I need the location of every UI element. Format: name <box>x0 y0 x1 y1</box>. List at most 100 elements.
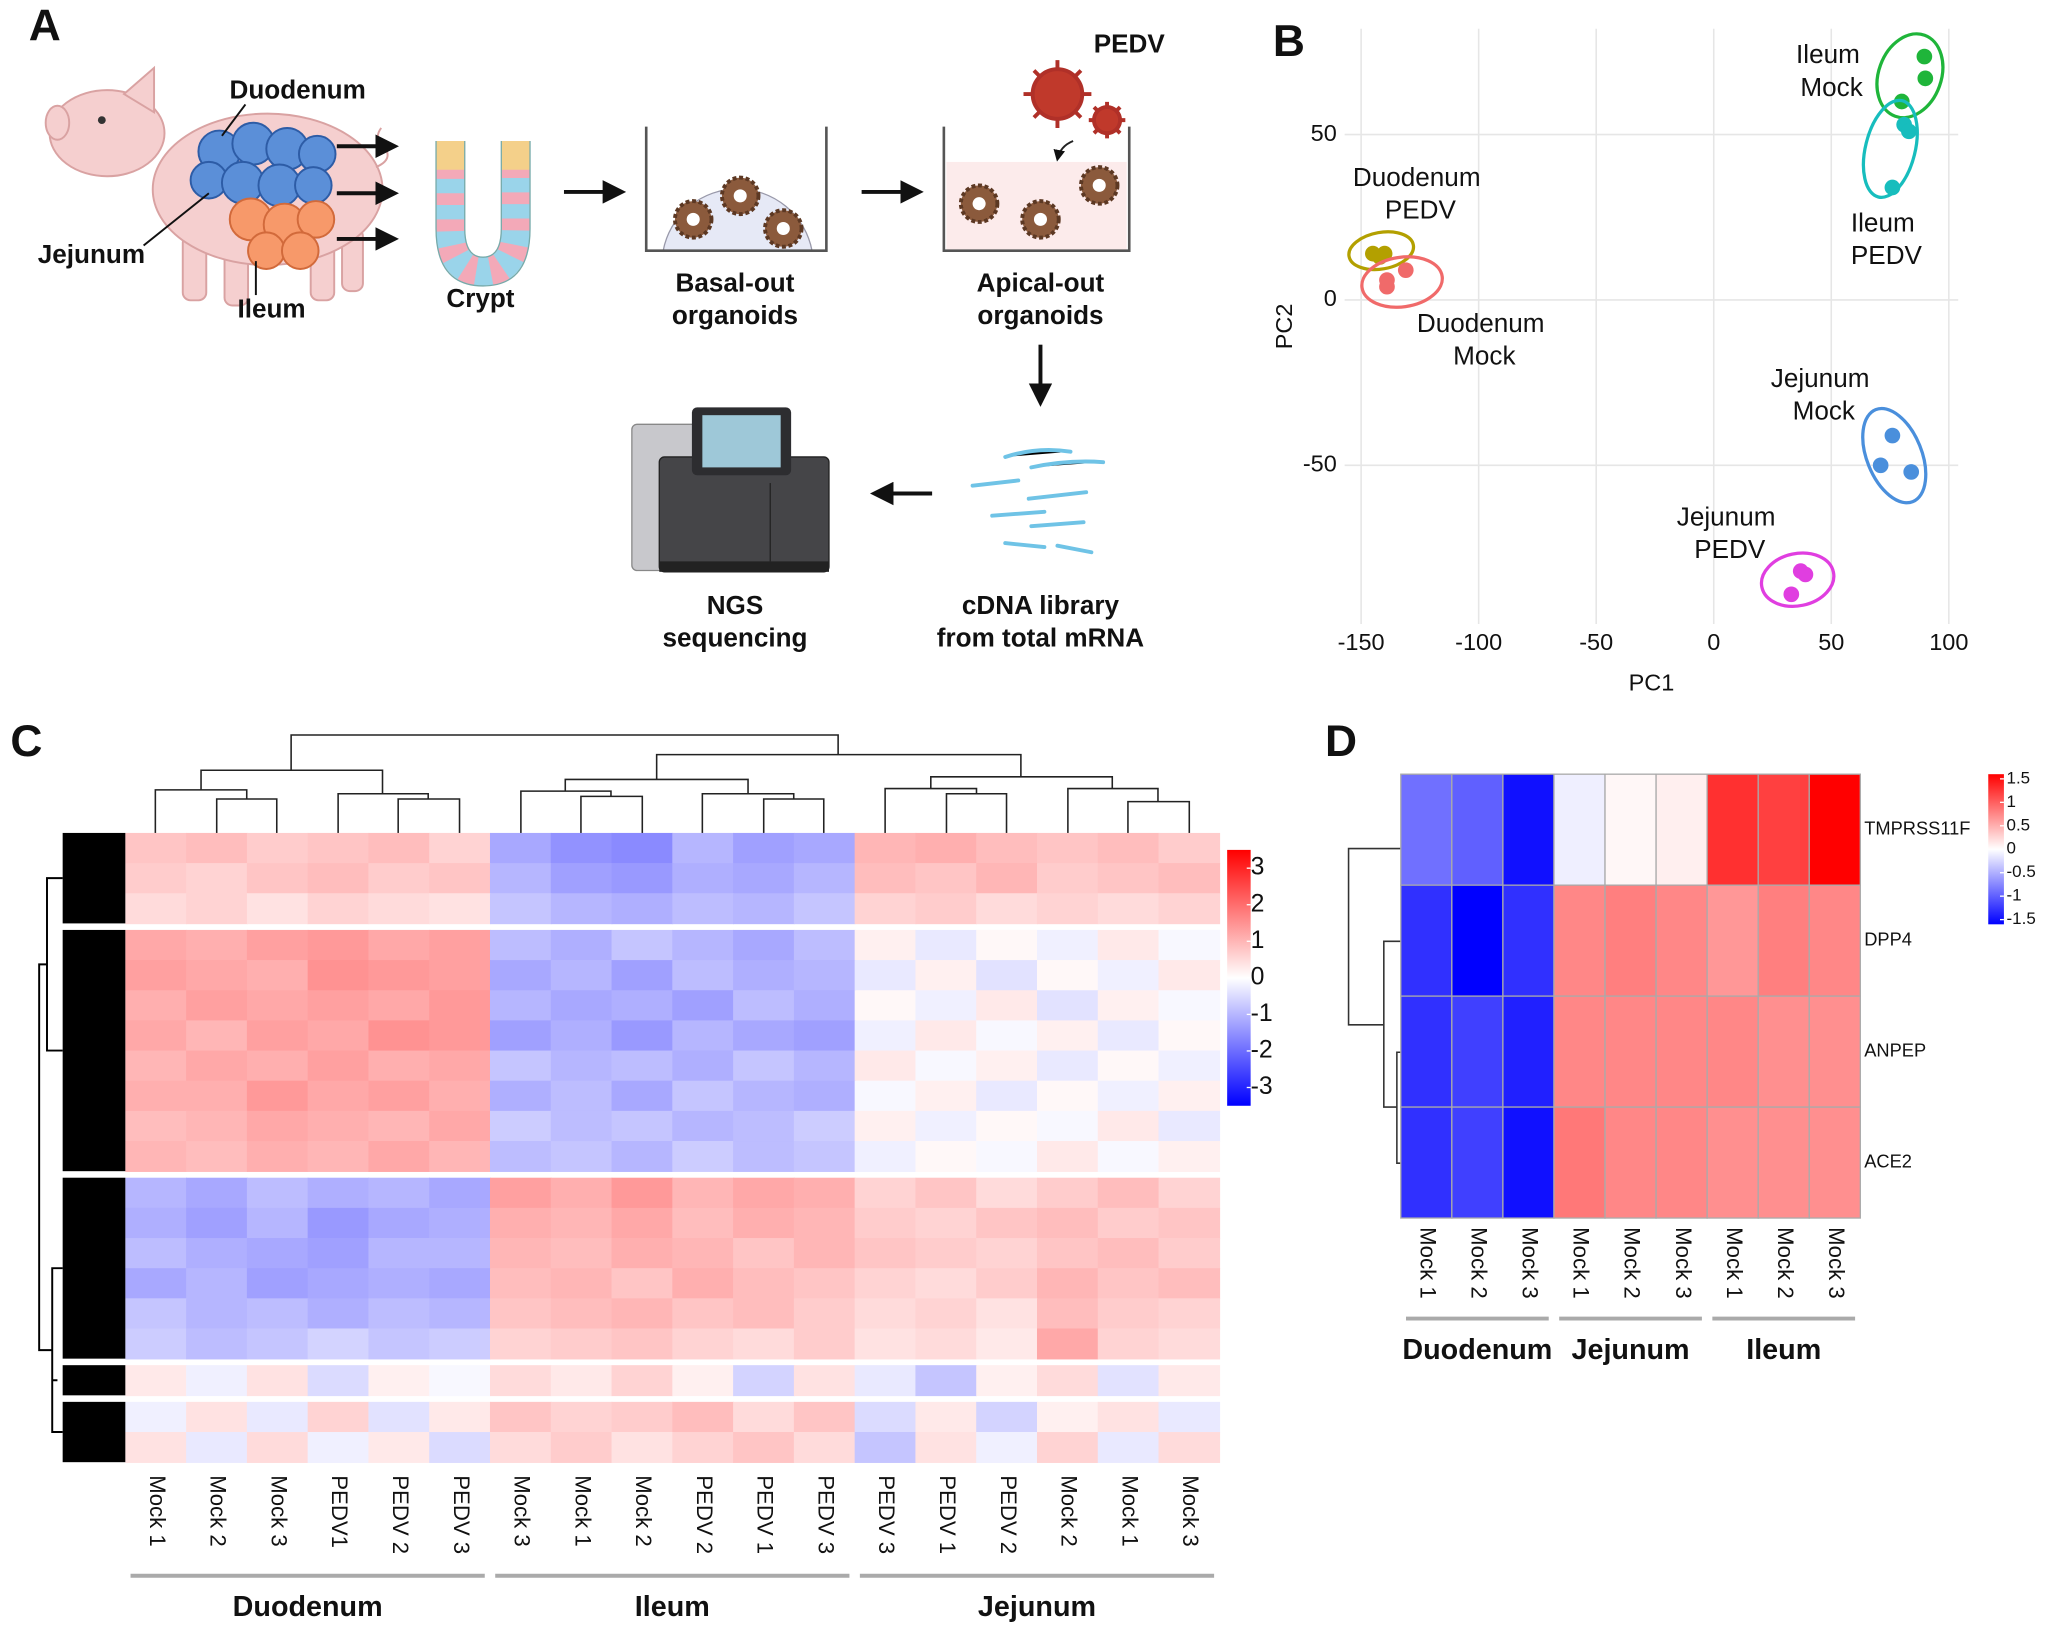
heatmap-cell <box>186 1365 248 1397</box>
schematic-label: cDNA library <box>962 590 1120 620</box>
heatmap-cell <box>733 1207 795 1239</box>
schematic-label: organoids <box>672 300 798 330</box>
heatmap-cell <box>550 1432 613 1463</box>
heatmap-cell <box>1036 1298 1099 1330</box>
heatmap-cell <box>1502 884 1555 997</box>
heatmap-cell <box>246 1207 309 1239</box>
heatmap-cell <box>1097 1238 1160 1269</box>
heatmap-cell <box>1097 1268 1160 1300</box>
row-dendrogram-leaves <box>62 832 126 924</box>
heatmap-cell <box>976 990 1038 1022</box>
heatmap-cell <box>429 929 491 961</box>
column-label: PEDV 3 <box>449 1475 474 1554</box>
heatmap-cell <box>125 1298 187 1330</box>
heatmap-cell <box>915 1365 977 1397</box>
heatmap-cell <box>550 832 613 864</box>
heatmap-cell <box>186 1141 248 1172</box>
heatmap-cell <box>611 1432 674 1463</box>
row-dendrogram-leaves <box>62 929 126 1172</box>
heatmap-cell <box>733 893 795 925</box>
heatmap-cell <box>672 990 734 1022</box>
column-label: PEDV 2 <box>692 1475 717 1554</box>
heatmap-cell <box>733 1268 795 1300</box>
heatmap-cell <box>550 1050 613 1082</box>
heatmap-cell <box>368 832 430 864</box>
heatmap-cell <box>733 1177 795 1209</box>
heatmap-cell <box>307 990 370 1022</box>
heatmap-cell <box>793 990 856 1022</box>
heatmap-cell <box>489 1020 552 1052</box>
heatmap-cell <box>1158 960 1221 992</box>
heatmap-cell <box>854 1020 917 1052</box>
heatmap-d-row-dendrogram <box>1347 847 1401 1165</box>
heatmap-cell <box>1706 773 1759 886</box>
heatmap-cell <box>186 1238 248 1269</box>
heatmap-cell <box>733 1141 795 1172</box>
schematic-label: sequencing <box>662 623 807 653</box>
heatmap-cell <box>1604 1106 1657 1219</box>
cdna-fragments <box>970 448 1106 555</box>
heatmap-cell <box>368 1298 430 1330</box>
colorbar <box>1988 774 2004 925</box>
heatmap-cell <box>307 960 370 992</box>
flow-arrows <box>336 134 1053 506</box>
heatmap-cell <box>1400 995 1453 1108</box>
x-axis-title: PC1 <box>1629 669 1675 695</box>
heatmap-cell <box>915 832 977 864</box>
heatmap-cell <box>1400 1106 1453 1219</box>
heatmap-cell <box>611 1268 674 1300</box>
heatmap-cell <box>854 1365 917 1397</box>
heatmap-cell <box>611 1141 674 1172</box>
heatmap-cell <box>1097 1401 1160 1433</box>
schematic-label: NGS <box>707 590 764 620</box>
heatmap-cell <box>1097 863 1160 895</box>
schematic-label: from total mRNA <box>937 623 1144 653</box>
column-label: Mock 3 <box>1178 1475 1203 1547</box>
heatmap-cell <box>368 1268 430 1300</box>
heatmap-cell <box>733 1020 795 1052</box>
heatmap-cell <box>672 1110 734 1142</box>
heatmap-cell <box>246 1080 309 1112</box>
heatmap-cell <box>793 1238 856 1269</box>
heatmap-cell <box>1757 884 1810 997</box>
heatmap-cell <box>550 1298 613 1330</box>
heatmap-cell <box>125 929 187 961</box>
heatmap-cell <box>793 1080 856 1112</box>
heatmap-cell <box>1502 773 1555 886</box>
heatmap-cell <box>246 929 309 961</box>
heatmap-cell <box>793 1432 856 1463</box>
heatmap-cell <box>186 1177 248 1209</box>
heatmap-cell <box>186 960 248 992</box>
heatmap-cell <box>976 1207 1038 1239</box>
heatmap-cell <box>672 929 734 961</box>
heatmap-cell <box>1808 773 1861 886</box>
heatmap-cell <box>915 1110 977 1142</box>
heatmap-cell <box>550 863 613 895</box>
heatmap-cell <box>429 1177 491 1209</box>
heatmap-cell <box>186 1298 248 1330</box>
point <box>1397 262 1414 279</box>
heatmap-cell <box>672 1432 734 1463</box>
heatmap-cell <box>1158 1110 1221 1142</box>
colorbar-tick-label: 3 <box>1251 854 1265 881</box>
heatmap-cell <box>793 893 856 925</box>
colorbar-tick-label: 1 <box>2007 792 2016 811</box>
heatmap-cell <box>976 863 1038 895</box>
heatmap-cell <box>186 990 248 1022</box>
group-label: Jejunum <box>1572 1334 1690 1366</box>
row-label: ANPEP <box>1864 1039 1926 1060</box>
heatmap-cell <box>1604 995 1657 1108</box>
heatmap-cell <box>125 1268 187 1300</box>
heatmap-cell <box>1097 1177 1160 1209</box>
heatmap-cell <box>186 1020 248 1052</box>
column-label: Mock 1 <box>570 1475 595 1547</box>
heatmap-cell <box>125 1141 187 1172</box>
heatmap-cell <box>793 1328 856 1360</box>
heatmap-cell <box>672 1020 734 1052</box>
heatmap-cell <box>915 1207 977 1239</box>
heatmap-cell <box>429 1050 491 1082</box>
heatmap-cell <box>611 1328 674 1360</box>
heatmap-cell <box>368 1020 430 1052</box>
heatmap-cell <box>186 1401 248 1433</box>
